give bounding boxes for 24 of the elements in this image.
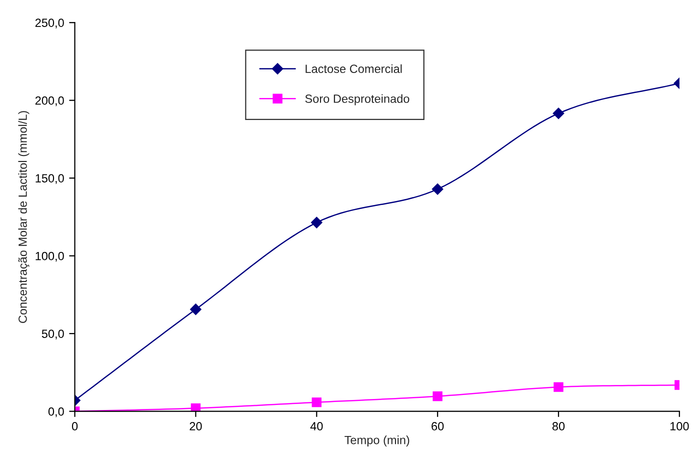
x-axis-title: Tempo (min) xyxy=(344,436,410,447)
x-tick-label: 80 xyxy=(552,422,565,430)
y-tick-label: 0,0 xyxy=(48,407,64,418)
y-tick-label: 100,0 xyxy=(36,252,64,262)
y-tick-label: 250,0 xyxy=(35,18,64,28)
x-tick-label: 20 xyxy=(190,422,202,430)
point xyxy=(312,397,322,408)
x-tick-label: 100 xyxy=(670,422,689,430)
y-tick-label: 150,0 xyxy=(36,174,64,184)
x-tick-label: 40 xyxy=(310,422,323,430)
x-tick-label: 60 xyxy=(432,422,444,430)
point xyxy=(190,403,201,412)
point xyxy=(311,216,322,228)
point xyxy=(552,108,564,120)
point xyxy=(554,382,564,392)
y-tick-label: 50,0 xyxy=(42,330,64,340)
point xyxy=(432,184,444,195)
point xyxy=(190,304,202,315)
y-axis-title: Concentração Molar de Lactitol (mmol/L) xyxy=(18,111,30,323)
legend-label: Lactose Comercial xyxy=(306,64,402,74)
x-tick-label: 0 xyxy=(72,422,78,430)
point xyxy=(432,391,442,402)
legend-label: Soro Desproteinado xyxy=(305,94,410,106)
y-tick-label: 200,0 xyxy=(35,96,64,106)
